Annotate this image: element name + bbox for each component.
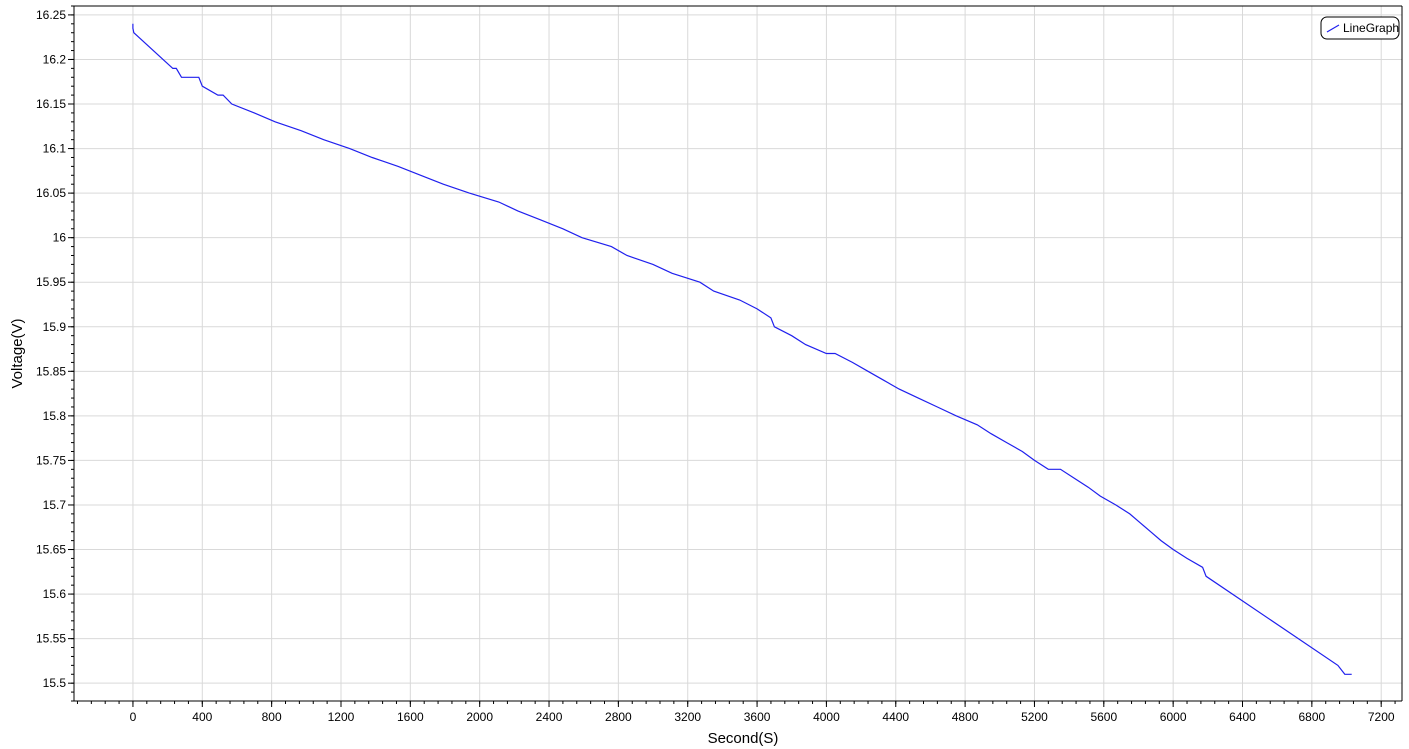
x-tick-label: 6000	[1160, 710, 1187, 724]
y-tick-label: 16.2	[43, 52, 67, 66]
axes	[73, 5, 1403, 702]
x-tick-label: 2000	[466, 710, 493, 724]
y-tick-label: 16.05	[36, 186, 66, 200]
x-axis-ticks: 0 400 800 1200 1600 2000 2400 2800 3200 3600 4000 4…	[76, 701, 1396, 724]
y-tick-label: 15.55	[36, 632, 66, 646]
y-tick-label: 15.5	[43, 676, 67, 690]
plot-area	[74, 6, 1402, 701]
gridlines	[74, 6, 1402, 701]
series-layer	[132, 23, 1352, 675]
x-tick-label: 3200	[674, 710, 701, 724]
y-tick-label: 16.25	[36, 8, 66, 22]
y-tick-label: 16.15	[36, 97, 66, 111]
x-tick-label: 4400	[882, 710, 909, 724]
y-axis-title: Voltage(V)	[9, 318, 26, 388]
x-tick-label: 0	[130, 710, 137, 724]
y-tick-label: 15.65	[36, 543, 66, 557]
x-axis-title: Second(S)	[708, 730, 779, 747]
y-tick-label: 15.8	[43, 409, 67, 423]
legend-box	[1320, 16, 1400, 40]
y-axis-ticks: 15.5 15.55 15.6 15.65 15.7 15.75 15.8 15.85 15.9…	[36, 5, 74, 702]
y-tick-label: 15.75	[36, 453, 66, 467]
x-tick-label: 5200	[1021, 710, 1048, 724]
legend-swatch	[1326, 24, 1340, 33]
x-tick-label: 4800	[952, 710, 979, 724]
series-line-linegraph	[132, 23, 1352, 675]
y-tick-label: 15.95	[36, 275, 66, 289]
x-tick-label: 1600	[397, 710, 424, 724]
x-tick-label: 5600	[1090, 710, 1117, 724]
y-tick-label: 15.7	[43, 498, 67, 512]
x-tick-label: 7200	[1368, 710, 1395, 724]
legend-label: LineGraph	[1343, 21, 1399, 35]
x-tick-label: 6400	[1229, 710, 1256, 724]
x-tick-label: 2400	[536, 710, 563, 724]
x-tick-label: 6800	[1298, 710, 1325, 724]
x-tick-label: 1200	[328, 710, 355, 724]
x-tick-label: 800	[262, 710, 282, 724]
x-tick-label: 400	[192, 710, 212, 724]
x-tick-label: 3600	[744, 710, 771, 724]
legend: LineGraph	[1320, 16, 1400, 40]
y-tick-label: 16	[53, 231, 67, 245]
y-tick-label: 15.6	[43, 587, 67, 601]
y-tick-label: 15.9	[43, 320, 67, 334]
x-tick-label: 4000	[813, 710, 840, 724]
y-tick-label: 15.85	[36, 364, 66, 378]
y-tick-label: 16.1	[43, 142, 67, 156]
x-tick-label: 2800	[605, 710, 632, 724]
